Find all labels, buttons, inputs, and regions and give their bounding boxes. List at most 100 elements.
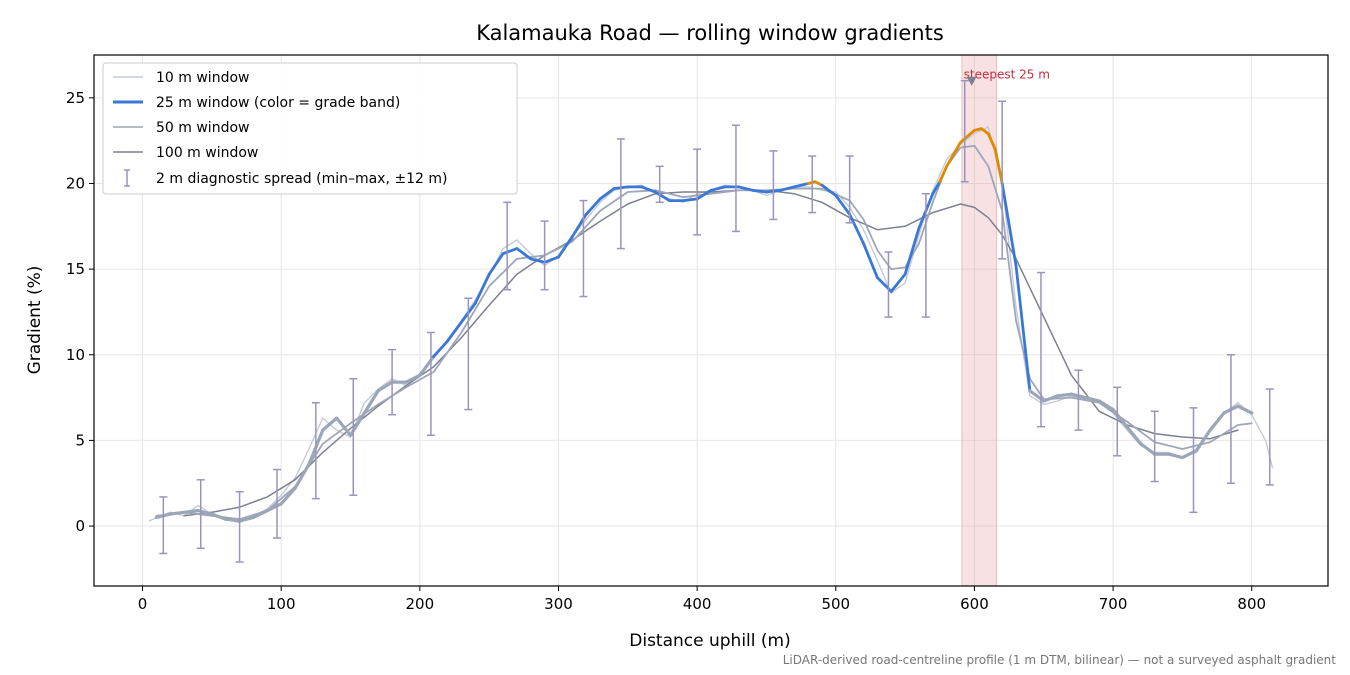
legend-label-25m: 25 m window (color = grade band)	[156, 95, 400, 111]
series-25m-segment	[1236, 404, 1254, 415]
diagnostic-errorbars	[159, 79, 1274, 563]
y-axis-label: Gradient (%)	[25, 266, 45, 375]
series-25m-segment	[376, 380, 394, 393]
series-25m-segment	[938, 164, 949, 184]
errorbar	[1150, 410, 1159, 483]
y-tick-label: 20	[66, 174, 85, 192]
steepest-marker	[966, 76, 977, 86]
series-25m-segment	[168, 510, 186, 516]
series-25m-segment	[1056, 392, 1074, 398]
x-tick-label: 400	[683, 595, 712, 613]
series-25m-segment	[778, 185, 796, 192]
series-25m-segment	[1111, 407, 1129, 429]
x-tick-label: 800	[1237, 595, 1266, 613]
series-25m-segment	[529, 257, 547, 264]
series-25m-segment	[237, 515, 256, 523]
series-25m-segment	[959, 128, 976, 144]
steepest-band-rect	[961, 54, 998, 587]
series-25m-segment	[993, 147, 1004, 185]
steepest-label: steepest 25 m	[964, 68, 1050, 82]
series-25m-segment	[889, 272, 907, 293]
legend-label-errorbar: 2 m diagnostic spread (min–max, ±12 m)	[156, 171, 447, 187]
series-25m-segment	[709, 185, 727, 192]
errorbar	[1036, 271, 1045, 428]
series-25m-segment	[598, 187, 616, 201]
series-50m-line	[155, 144, 1253, 521]
series-25m-segment	[473, 272, 491, 305]
y-tick-label: 25	[66, 89, 85, 107]
series-25m-segment	[1139, 442, 1157, 456]
series-25m-segment	[182, 509, 200, 514]
x-tick-label: 500	[821, 595, 850, 613]
errorbar	[1265, 388, 1274, 486]
series-25m-segment	[501, 247, 519, 256]
errorbar	[159, 496, 168, 555]
errorbar	[998, 100, 1007, 260]
series-25m-segment	[293, 462, 311, 490]
series-25m-segment	[820, 183, 838, 197]
series-25m-segment	[1042, 394, 1060, 403]
y-tick-label: 15	[66, 260, 85, 278]
series-25m-segment	[792, 182, 810, 189]
series-25m-segment	[695, 188, 713, 201]
steepest-band	[961, 54, 998, 587]
errorbar	[960, 79, 969, 183]
series-25m-segment	[681, 197, 699, 202]
errorbar	[769, 150, 778, 221]
series-25m-segment	[1166, 452, 1185, 460]
series-25m-segment	[362, 389, 380, 415]
series-25m-segment	[224, 517, 242, 523]
errorbar	[426, 331, 435, 437]
y-tick-label: 0	[75, 517, 85, 535]
series-25m-segment	[335, 416, 353, 437]
legend: 10 m window 25 m window (color = grade b…	[102, 62, 518, 195]
errorbar	[731, 124, 740, 233]
series-25m-segment	[1125, 425, 1143, 446]
x-tick-label: 0	[138, 595, 148, 613]
series-100m-line	[183, 189, 1239, 517]
y-axis-ticks: 0 5 10 15 20 25	[66, 89, 94, 535]
errorbar	[540, 220, 549, 291]
series-25m-segment	[1014, 264, 1032, 393]
legend-swatch-errorbar	[124, 169, 130, 187]
series-25m-segment	[862, 242, 879, 280]
series-25m-segment	[210, 512, 228, 521]
series-25m-segment	[986, 132, 997, 151]
chart-title: Kalamauka Road — rolling window gradient…	[476, 21, 944, 45]
series-25m-segment	[903, 226, 921, 276]
series-25m-segment	[487, 252, 505, 276]
y-tick-label: 10	[66, 346, 85, 364]
series-25m-segment	[404, 373, 422, 384]
errorbar	[616, 138, 625, 250]
series-25m-segment	[557, 235, 574, 259]
legend-box	[102, 62, 518, 195]
errorbar	[503, 201, 512, 291]
series-25m-segment	[737, 185, 754, 192]
errorbar	[655, 165, 664, 204]
series-25m-segment	[543, 255, 560, 264]
series-25m-segment	[1208, 411, 1226, 432]
series-25m-segment	[446, 320, 463, 343]
errorbar	[845, 155, 854, 224]
errorbar	[921, 192, 930, 318]
series-25m-segment	[1194, 428, 1212, 453]
series-25m-segment	[515, 247, 533, 261]
series-25m-segment	[321, 416, 339, 432]
x-tick-label: 700	[1099, 595, 1128, 613]
errorbar	[1113, 386, 1122, 457]
footnote: LiDAR-derived road-centreline profile (1…	[783, 653, 1337, 667]
series-25m-segment	[432, 339, 449, 358]
steepest-annotation: steepest 25 m	[964, 68, 1050, 86]
series-25m-segment	[251, 509, 269, 520]
series-25m-segment	[1083, 395, 1101, 403]
errorbar	[196, 479, 205, 550]
series-25m-segment	[1000, 182, 1018, 268]
series-25m-segment	[584, 197, 602, 216]
errorbar	[235, 491, 244, 563]
legend-label-10m: 10 m window	[156, 70, 249, 86]
x-axis-ticks: 0 100 200 300 400 500 600 700 800	[138, 586, 1266, 613]
series-25m-segment	[640, 185, 657, 194]
series-25m-segment	[279, 486, 297, 506]
errorbar	[1189, 407, 1198, 514]
errorbar	[388, 348, 397, 416]
